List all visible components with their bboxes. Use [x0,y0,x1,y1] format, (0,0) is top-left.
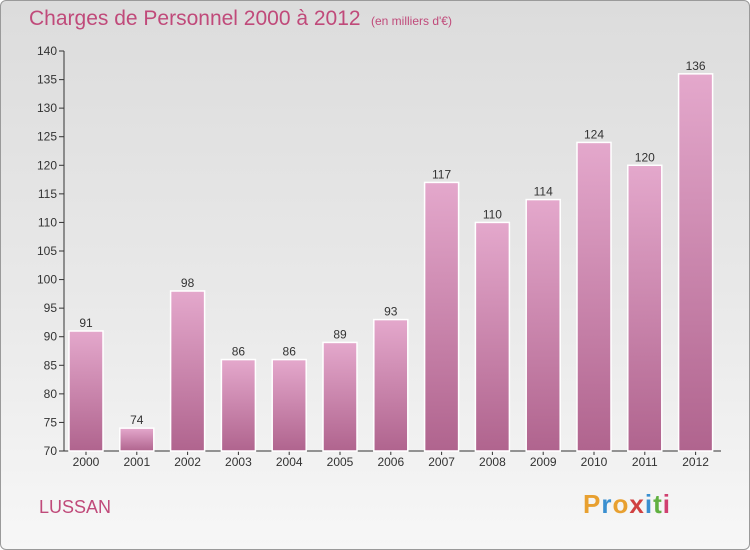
bars: 91 74 98 86 86 89 93 117 110 114 124 120 136 [68,59,714,452]
bar-value-label: 124 [584,127,604,141]
bar-value-label: 98 [181,276,195,290]
y-tick-label: 85 [44,358,58,372]
chart-title: Charges de Personnel 2000 à 2012 [29,7,361,30]
x-tick-label: 2003 [225,455,252,469]
y-axis: 70 75 80 85 90 95 100 105 110 115 120 125 130 135 140 [37,44,65,458]
y-tick-label: 90 [44,330,58,344]
y-tick-label: 140 [37,44,57,58]
x-tick-label: 2007 [428,455,455,469]
y-tick-label: 130 [37,101,57,115]
x-tick-label: 2012 [682,455,709,469]
x-tick-label: 2010 [581,455,608,469]
y-tick-label: 100 [37,273,57,287]
y-tick-label: 125 [37,130,57,144]
chart-subtitle: (en milliers d'€) [371,14,452,28]
y-tick-label: 120 [37,158,57,172]
y-tick-label: 135 [37,73,57,87]
bar-value-label: 110 [483,207,502,221]
bar-2004 [271,358,307,452]
bar-value-label: 91 [79,316,93,330]
y-tick-label: 70 [44,444,58,458]
x-tick-label: 2006 [377,455,404,469]
bar-value-label: 114 [534,185,553,199]
proxiti-logo: Proxiti [583,489,671,520]
bar-2003 [220,358,257,452]
bar-value-label: 89 [333,327,347,341]
bar-value-label: 93 [384,305,398,319]
logo-letter: t [653,489,663,519]
location-label: LUSSAN [39,497,112,517]
bar-value-label: 120 [635,150,655,164]
bar-2005 [322,341,358,452]
bar-value-label: 117 [432,167,451,181]
logo-letter: o [612,489,630,519]
bar-2000 [68,330,104,452]
bar-value-label: 136 [686,59,706,73]
bar-2006 [373,318,409,452]
bar-2007 [423,181,460,452]
x-tick-label: 2001 [123,455,150,469]
x-tick-label: 2004 [276,455,303,469]
bar-2010 [576,141,612,452]
bar-2002 [169,290,206,452]
bar-value-label: 74 [130,413,144,427]
y-tick-label: 80 [44,387,58,401]
x-tick-label: 2005 [327,455,354,469]
logo-letter: x [629,489,645,519]
y-tick-label: 115 [38,187,57,201]
logo-letter: i [644,489,654,519]
x-axis: 2000 2001 2002 2003 2004 2005 2006 2007 2008 2009… [64,450,721,469]
y-tick-label: 110 [38,215,57,229]
x-tick-label: 2002 [174,455,201,469]
logo-letter: r [601,489,613,519]
x-tick-label: 2011 [632,455,658,469]
logo-letter: P [583,489,602,519]
bar-2011 [627,164,663,452]
bar-2012 [677,73,714,452]
bar-2008 [474,221,511,452]
x-tick-label: 2008 [479,455,506,469]
bar-2009 [525,198,561,452]
x-tick-label: 2009 [530,455,557,469]
logo-letter: i [662,489,671,519]
y-tick-label: 95 [44,301,58,315]
x-tick-label: 2000 [73,455,100,469]
y-tick-label: 75 [44,415,58,429]
bar-value-label: 86 [232,345,246,359]
y-tick-label: 105 [37,244,57,258]
bar-2001 [119,427,155,452]
bar-value-label: 86 [283,345,297,359]
